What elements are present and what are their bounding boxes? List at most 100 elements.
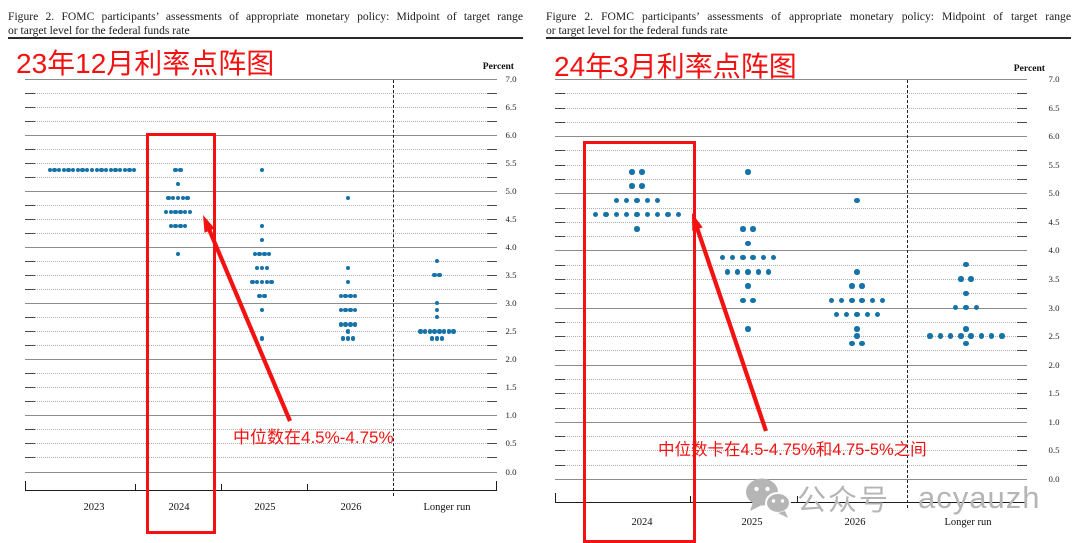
projection-dot bbox=[441, 329, 447, 334]
figure-title-line2: or target level for the federal funds ra… bbox=[546, 23, 728, 37]
gridline-0.50 bbox=[34, 443, 488, 445]
y-tick-label: 0.0 bbox=[1048, 474, 1060, 484]
projection-dot bbox=[108, 167, 113, 173]
projection-dot bbox=[168, 223, 174, 229]
projection-dot bbox=[849, 340, 855, 346]
y-tick-label: 4.5 bbox=[505, 214, 517, 225]
projection-dot bbox=[434, 308, 440, 313]
projection-dot bbox=[66, 167, 71, 173]
projection-dot bbox=[750, 254, 756, 261]
gridline-0.00 bbox=[25, 471, 497, 473]
grid-left-tick bbox=[555, 207, 565, 209]
projection-dot bbox=[80, 167, 85, 173]
projection-dot bbox=[345, 266, 351, 271]
projection-dot bbox=[343, 294, 348, 299]
gridline-6.00 bbox=[25, 135, 497, 137]
y-tick-label: 7.0 bbox=[1048, 74, 1060, 84]
projection-dot bbox=[173, 209, 178, 215]
projection-dot bbox=[175, 181, 181, 187]
projection-dot bbox=[178, 223, 183, 229]
grid-left-tick bbox=[25, 443, 35, 445]
grid-left-tick bbox=[25, 345, 35, 347]
projection-dot bbox=[963, 326, 969, 332]
grid-right-tick bbox=[1017, 107, 1027, 109]
figure-title-line2: or target level for the federal funds ra… bbox=[8, 23, 190, 37]
x-axis bbox=[555, 502, 1027, 503]
projection-dot bbox=[178, 167, 183, 173]
projection-dot bbox=[71, 167, 76, 173]
grid-right-tick bbox=[487, 345, 497, 347]
projection-dot bbox=[963, 340, 969, 346]
x-tick-label-longer-run: Longer run bbox=[423, 502, 471, 513]
grid-left-tick bbox=[555, 436, 565, 438]
projection-dot bbox=[989, 333, 995, 339]
gridline-3.00 bbox=[25, 303, 497, 305]
y-tick-label: 0.5 bbox=[1048, 445, 1060, 456]
projection-dot bbox=[432, 273, 437, 278]
projection-dot bbox=[61, 167, 66, 173]
projection-dot bbox=[654, 197, 661, 204]
projection-dot bbox=[644, 197, 650, 204]
projection-dot bbox=[859, 297, 865, 304]
grid-left-tick bbox=[25, 205, 35, 207]
projection-dot bbox=[927, 333, 933, 339]
projection-dot bbox=[874, 312, 881, 318]
projection-dot bbox=[629, 183, 635, 189]
projection-dot bbox=[937, 333, 943, 339]
gridline-4.50 bbox=[564, 221, 1018, 223]
y-tick-label: 1.0 bbox=[1048, 416, 1060, 427]
projection-dot bbox=[854, 326, 860, 332]
projection-dot bbox=[266, 252, 272, 257]
projection-dot bbox=[963, 262, 969, 268]
gridline-0.00 bbox=[555, 479, 1027, 480]
projection-dot bbox=[341, 336, 346, 341]
gridline-3.00 bbox=[555, 307, 1027, 309]
projection-dot bbox=[978, 333, 985, 339]
grid-right-tick bbox=[1017, 450, 1027, 452]
projection-dot bbox=[185, 195, 190, 201]
projection-dot bbox=[132, 167, 137, 173]
grid-right-tick bbox=[487, 219, 497, 221]
gridline-5.00 bbox=[555, 193, 1027, 195]
grid-right-tick bbox=[1017, 179, 1027, 180]
gridline-2.00 bbox=[555, 364, 1027, 366]
projection-dot bbox=[85, 167, 90, 173]
grid-right-tick bbox=[487, 163, 497, 165]
projection-dot bbox=[833, 312, 840, 318]
y-tick-label: 6.0 bbox=[1048, 131, 1060, 142]
projection-dot bbox=[745, 269, 751, 275]
gridline-1.25 bbox=[564, 407, 1018, 409]
gridline-6.75 bbox=[564, 93, 1018, 95]
projection-dot bbox=[963, 290, 969, 296]
projection-dot bbox=[446, 329, 451, 334]
gridline-3.50 bbox=[564, 279, 1018, 280]
projection-dot bbox=[740, 226, 746, 232]
projection-dot bbox=[665, 212, 671, 218]
gridline-4.00 bbox=[25, 247, 497, 249]
grid-left-tick bbox=[555, 179, 565, 180]
grid-left-tick bbox=[555, 236, 565, 238]
x-tick-label-2024: 2024 bbox=[168, 502, 190, 513]
projection-dot bbox=[56, 167, 62, 173]
projection-dot bbox=[434, 315, 440, 320]
projection-dot bbox=[255, 280, 260, 285]
panel-heading-mar-2024: 24年3月利率点阵图 bbox=[554, 51, 797, 82]
gridline-2.75 bbox=[34, 317, 488, 319]
projection-dot bbox=[958, 333, 964, 339]
title-rule bbox=[546, 37, 1071, 40]
gridline-0.75 bbox=[564, 436, 1018, 438]
projection-dot bbox=[745, 240, 751, 246]
gridline-3.25 bbox=[564, 293, 1018, 295]
x-tick-label-2025: 2025 bbox=[254, 502, 276, 513]
projection-dot bbox=[430, 336, 435, 341]
projection-dot bbox=[451, 329, 456, 334]
projection-dot bbox=[629, 169, 635, 175]
longer-run-separator bbox=[393, 80, 394, 496]
projection-dot bbox=[164, 209, 169, 215]
grid-right-tick bbox=[487, 233, 497, 235]
median-annotation: 中位数在4.5%-4.75% bbox=[233, 428, 394, 447]
projection-dot bbox=[854, 333, 860, 339]
grid-right-tick bbox=[1017, 407, 1027, 409]
gridline-5.75 bbox=[34, 149, 488, 151]
